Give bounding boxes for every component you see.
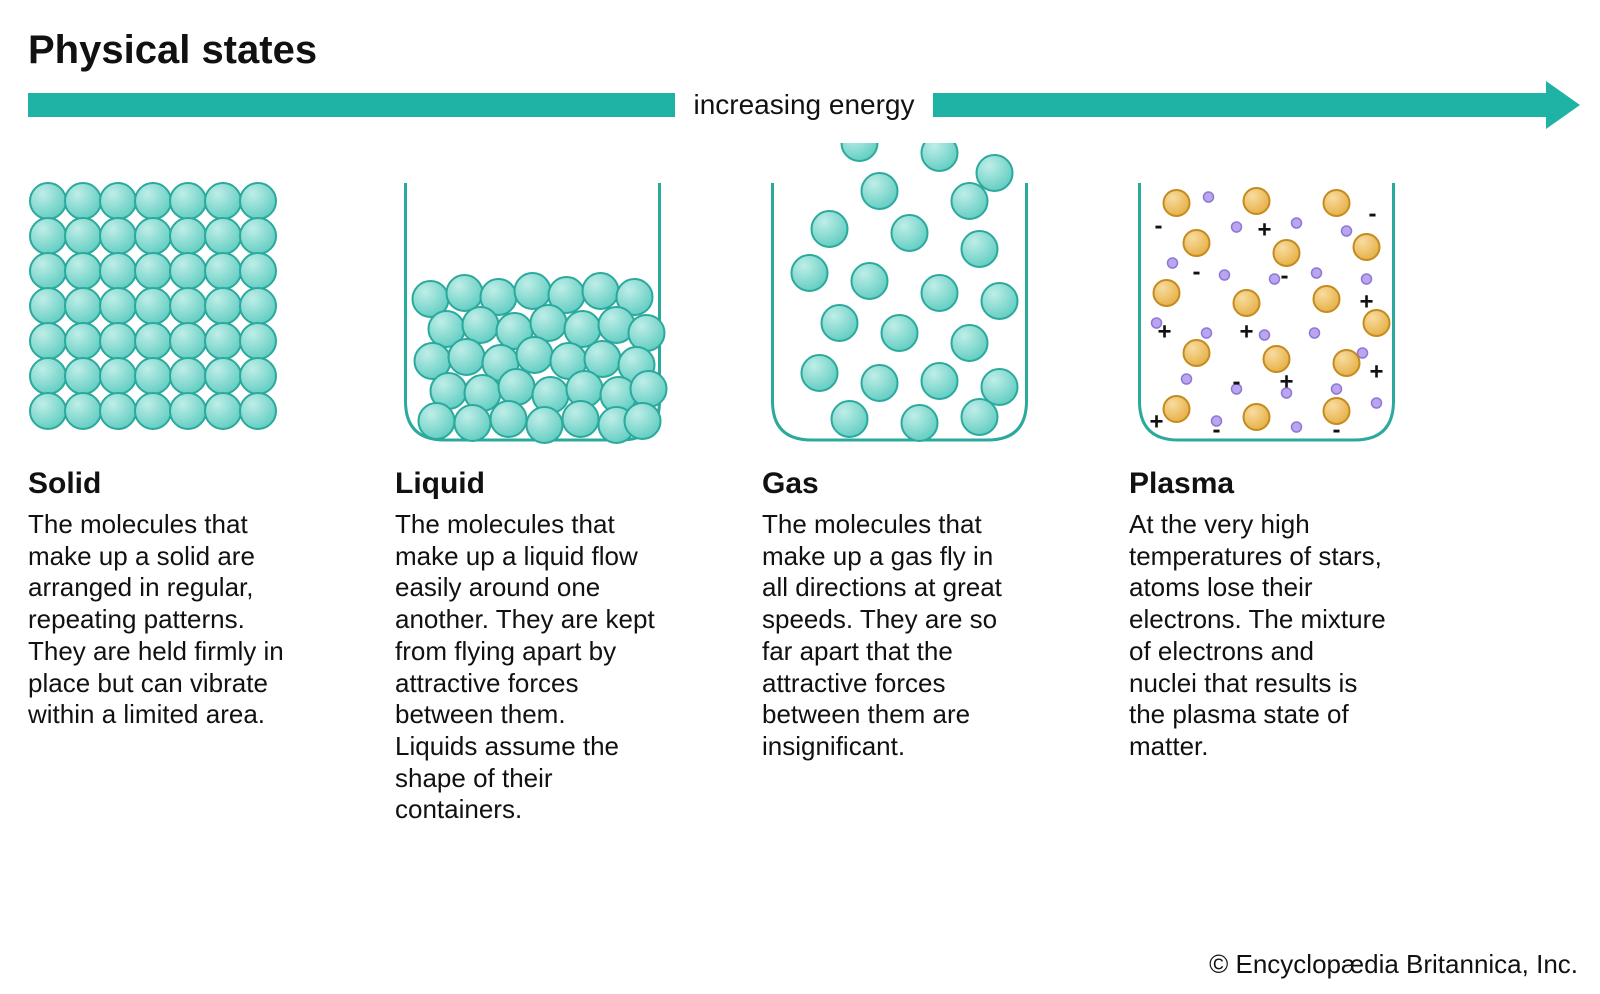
svg-text:+: + [1257, 216, 1271, 243]
svg-text:+: + [1157, 318, 1171, 345]
diagram-solid [28, 143, 303, 453]
svg-text:+: + [1359, 288, 1373, 315]
diagram-plasma: -+---+++-+++-- [1129, 143, 1404, 453]
arrow-label-wrap: increasing energy [28, 85, 1580, 125]
arrow-label: increasing energy [675, 89, 932, 121]
energy-arrow: increasing energy [28, 85, 1580, 125]
state-desc-liquid: The molecules that make up a liquid flow… [395, 509, 655, 826]
state-title-liquid: Liquid [395, 467, 742, 501]
state-gas: Gas The molecules that make up a gas fly … [762, 143, 1109, 826]
state-solid: Solid The molecules that make up a solid … [28, 143, 375, 826]
svg-text:+: + [1239, 318, 1253, 345]
svg-text:-: - [1213, 416, 1221, 443]
svg-text:-: - [1233, 368, 1241, 395]
credit-text: © Encyclopædia Britannica, Inc. [1209, 949, 1578, 980]
state-plasma: -+---+++-+++--PlasmaAt the very high tem… [1129, 143, 1476, 826]
svg-text:-: - [1193, 258, 1201, 285]
page: Physical states increasing energy Solid T… [0, 0, 1600, 994]
page-title: Physical states [28, 28, 1580, 73]
svg-text:+: + [1149, 408, 1163, 435]
svg-text:-: - [1369, 200, 1377, 227]
svg-text:+: + [1369, 358, 1383, 385]
state-liquid: Liquid The molecules that make up a liqui… [395, 143, 742, 826]
state-title-solid: Solid [28, 467, 375, 501]
state-desc-gas: The molecules that make up a gas fly in … [762, 509, 1022, 763]
diagram-liquid [395, 143, 670, 453]
state-title-plasma: Plasma [1129, 467, 1476, 501]
svg-text:-: - [1333, 416, 1341, 443]
diagram-gas [762, 143, 1037, 453]
svg-text:-: - [1155, 212, 1163, 239]
state-desc-solid: The molecules that make up a solid are a… [28, 509, 288, 731]
svg-text:+: + [1279, 368, 1293, 395]
state-title-gas: Gas [762, 467, 1109, 501]
states-row: Solid The molecules that make up a solid … [28, 143, 1580, 826]
state-desc-plasma: At the very high temperatures of stars, … [1129, 509, 1389, 763]
svg-text:-: - [1281, 262, 1289, 289]
